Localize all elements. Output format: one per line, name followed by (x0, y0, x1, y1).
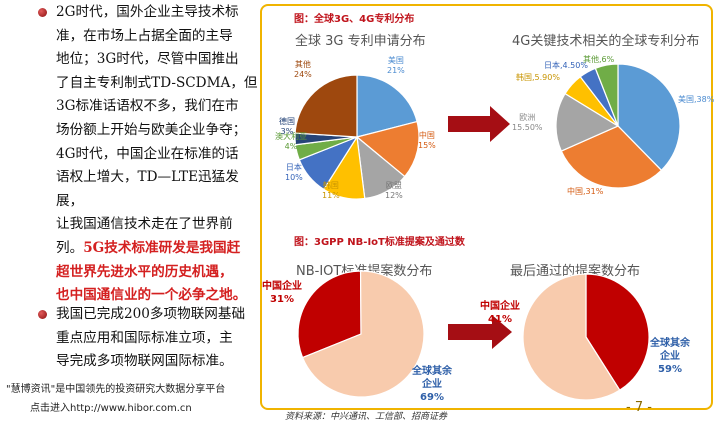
pie-passed-proposals (522, 273, 650, 401)
label-3g-jp: 日本 10% (285, 163, 303, 182)
pie-slice-3-2 (301, 270, 425, 398)
label-nbiot-cn: 中国企业 31% (262, 281, 302, 305)
text-line: 列。5G技术标准研发是我国赶 (56, 237, 258, 261)
paragraph-iot: 我国已完成200多项物联网基础 重点应用和国际标准立项，主 导完成多项物联网国际… (56, 303, 245, 374)
bullet-icon (38, 8, 47, 17)
label-3g-other: 其他 24% (294, 60, 312, 79)
label-3g-de: 德国 3% (279, 117, 295, 136)
chart-4g-title: 4G关键技术相关的全球专利分布 (512, 34, 700, 49)
label-passed-cn: 中国企业 41% (480, 301, 520, 325)
label-4g-other: 其他,6% (583, 55, 615, 64)
text-line: 重点应用和国际标准立项，主 (56, 329, 233, 346)
text-line: 地位；3G时代，尽管中国推出 (56, 51, 239, 68)
text-line: 语权上增大，TD—LTE迅猛发展， (56, 169, 239, 209)
page-number: - 7 - (626, 400, 652, 415)
pie-slice-2-1 (617, 63, 681, 172)
brand-note: "慧博资讯"是中国领先的投资研究大数据分享平台 (6, 384, 226, 395)
text-line: 4G时代，中国企业在标准的话 (56, 145, 239, 162)
label-3g-au: 澳大利亚 4% (275, 132, 307, 151)
pie-nbiot-proposals (297, 270, 425, 398)
text-line: 了自主专利制式TD-SCDMA，但 (56, 74, 258, 91)
label-3g-eu: 欧盟 12% (385, 181, 403, 200)
pie-slice-3-1 (297, 270, 362, 359)
label-4g-us: 美国,38% (678, 95, 715, 104)
label-3g-kr: 韩国 11% (322, 181, 340, 200)
text-line: 3G标准话语权不多，我们在市 (56, 98, 239, 115)
figure2-caption: 图：3GPP NB-IoT标准提案及通过数 (294, 237, 465, 248)
label-3g-us: 美国 21% (387, 56, 405, 75)
pie-slice-1-8 (294, 74, 358, 138)
highlight-text: 超世界先进水平的历史机遇， (56, 263, 233, 280)
chart-passed-title: 最后通过的提案数分布 (510, 264, 641, 279)
label-3g-cn: 中国 15% (418, 131, 436, 150)
pie-slice-1-1 (356, 74, 418, 138)
highlight-text: 也中国通信业的一个必争之地。 (56, 287, 247, 304)
label-4g-cn: 中国,31% (567, 187, 604, 196)
label-4g-eu: 欧洲 15.50% (512, 113, 543, 132)
text-line: 我国已完成200多项物联网基础 (56, 306, 246, 322)
bullet-icon (38, 310, 47, 319)
text-line: 场份额上开始与欧美企业争夺； (56, 121, 247, 138)
text-line: 准，在市场上占据全面的主导 (56, 27, 233, 44)
text-line: 2G时代，国外企业主导技术标 (56, 4, 239, 20)
pie-slice-1-2 (355, 120, 420, 178)
label-4g-kr: 韩国,5.90% (516, 73, 560, 82)
chart-3g-title: 全球 3G 专利申请分布 (295, 34, 426, 49)
pie-slice-2-2 (560, 125, 663, 189)
pie-slice-4-2 (522, 273, 621, 401)
paragraph-generations: 2G时代，国外企业主导技术标 准，在市场上占据全面的主导 地位；3G时代，尽管中… (56, 1, 258, 308)
label-nbiot-rest: 全球其余 企业 69% (412, 366, 452, 403)
label-4g-jp: 日本,4.50% (544, 61, 588, 70)
highlight-text: 5G技术标准研发是我国赶 (83, 239, 241, 256)
hibor-link[interactable]: 点击进入http://www.hibor.com.cn (30, 399, 192, 414)
hibor-link-text[interactable]: 点击进入http://www.hibor.com.cn (30, 403, 192, 414)
left-text-column: 2G时代，国外企业主导技术标 准，在市场上占据全面的主导 地位；3G时代，尽管中… (0, 0, 258, 422)
pie-4g-patents (555, 63, 681, 189)
text-line: 导完成多项物联网国际标准。 (56, 353, 233, 370)
figure1-caption: 图：全球3G、4G专利分布 (294, 14, 415, 25)
figure-frame (260, 4, 713, 410)
pie-slice-2-6 (594, 63, 619, 127)
pie-3g-patents (294, 74, 420, 200)
arrow-icon (448, 315, 512, 349)
arrow-icon (448, 106, 510, 142)
label-passed-rest: 全球其余 企业 59% (650, 338, 690, 375)
source-note: 资料来源：中兴通讯、工信部、招商证券 (285, 412, 448, 422)
pie-slice-2-3 (555, 92, 620, 152)
text-line: 让我国通信技术走在了世界前 (56, 216, 233, 233)
text-line-tail: 列。 (56, 239, 84, 256)
